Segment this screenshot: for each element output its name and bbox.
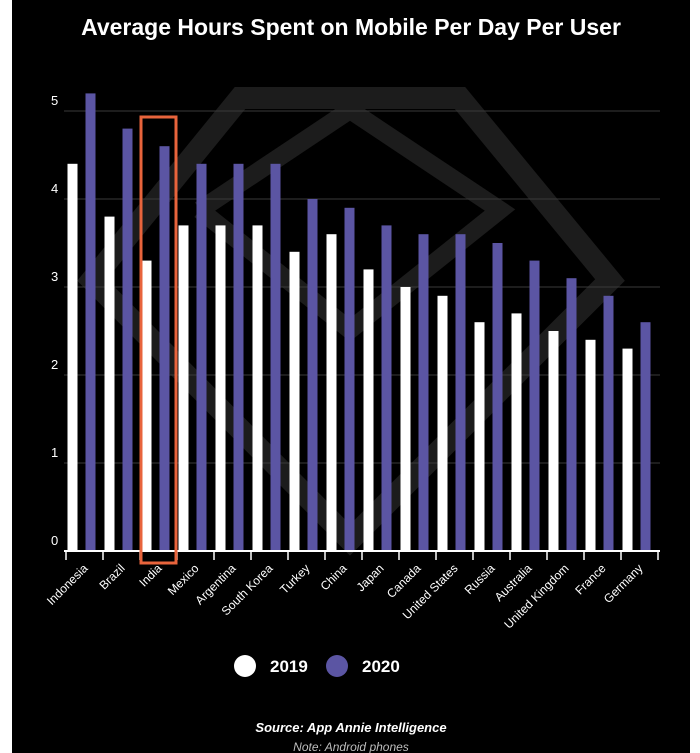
bar-2020 <box>233 163 244 552</box>
bar-2019 <box>289 251 300 552</box>
category-label: Turkey <box>277 561 313 597</box>
y-tick-label: 4 <box>51 181 58 196</box>
highlight-box <box>139 115 178 565</box>
bar-2020 <box>344 207 355 552</box>
category-label: Japan <box>354 561 387 594</box>
bar-2019 <box>622 348 633 551</box>
bar-2020 <box>455 234 466 551</box>
bar-2019 <box>326 234 337 551</box>
bar-2019 <box>548 331 559 551</box>
bar-2019 <box>178 225 189 551</box>
bar-2019 <box>141 260 152 551</box>
bar-2020 <box>418 234 429 551</box>
legend-label-2020: 2020 <box>362 657 400 676</box>
bar-2020 <box>529 260 540 551</box>
bar-2019 <box>474 322 485 551</box>
bars <box>67 93 651 552</box>
y-tick-label: 3 <box>51 269 58 284</box>
bar-2020 <box>122 128 133 551</box>
footnote: Note: Android phones <box>293 740 409 753</box>
bar-2019 <box>215 225 226 551</box>
bar-2020 <box>307 199 318 551</box>
bar-2019 <box>104 216 115 551</box>
legend-swatch-2020 <box>326 655 348 677</box>
legend-label-2019: 2019 <box>270 657 308 676</box>
bar-2019 <box>67 163 78 552</box>
y-tick-label: 1 <box>51 445 58 460</box>
bar-2020 <box>159 146 170 551</box>
bar-2019 <box>437 295 448 551</box>
bar-2020 <box>566 278 577 551</box>
bar-2019 <box>511 313 522 551</box>
bar-2019 <box>400 287 411 551</box>
y-tick-label: 0 <box>51 533 58 548</box>
category-label: France <box>572 561 609 598</box>
category-label: United Kingdom <box>501 561 571 631</box>
y-tick-label: 5 <box>51 93 58 108</box>
bar-2020 <box>603 295 614 551</box>
legend: 2019 2020 <box>234 655 400 677</box>
bar-2020 <box>270 163 281 552</box>
category-label: Indonesia <box>44 561 91 608</box>
category-label: China <box>318 561 350 593</box>
bar-2020 <box>196 163 207 552</box>
watermark-inner <box>194 99 516 342</box>
axes <box>64 550 660 560</box>
bar-2020 <box>492 243 503 551</box>
bar-2020 <box>85 93 96 552</box>
category-label: India <box>136 561 165 590</box>
legend-swatch-2019 <box>234 655 256 677</box>
bar-2020 <box>381 225 392 551</box>
bar-2019 <box>585 339 596 551</box>
source-note: Source: App Annie Intelligence <box>255 720 447 735</box>
y-tick-label: 2 <box>51 357 58 372</box>
category-label: Brazil <box>96 561 127 592</box>
bar-2019 <box>252 225 263 551</box>
category-label: Germany <box>601 561 646 606</box>
highlight-layer <box>139 115 178 565</box>
chart-title: Average Hours Spent on Mobile Per Day Pe… <box>81 14 621 40</box>
bar-2020 <box>640 322 651 551</box>
category-label: Russia <box>462 561 498 597</box>
bar-2019 <box>363 269 374 551</box>
